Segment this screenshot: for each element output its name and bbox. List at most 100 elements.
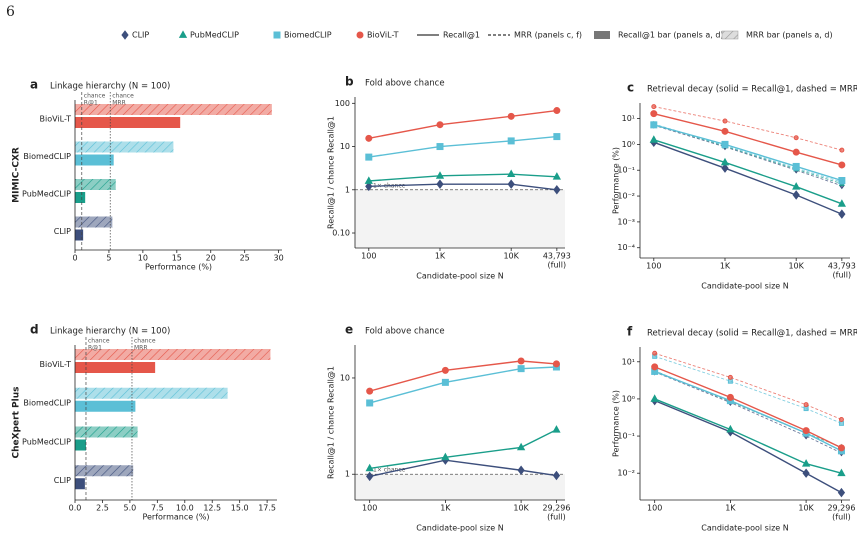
data-point bbox=[838, 209, 846, 219]
chance-label: 1× chance bbox=[373, 467, 406, 474]
x-tick-label: 2.5 bbox=[96, 504, 109, 513]
legend-label: CLIP bbox=[132, 31, 149, 40]
row-label: MIMIC-CXR bbox=[12, 147, 22, 203]
legend-marker bbox=[273, 31, 281, 39]
series-line bbox=[368, 173, 557, 182]
series-line bbox=[653, 112, 843, 166]
data-point bbox=[792, 162, 800, 170]
y-tick-label: 1 bbox=[345, 470, 350, 479]
mrr-bar-hatch bbox=[75, 387, 228, 399]
chance-label: chance bbox=[84, 93, 106, 100]
data-point bbox=[517, 357, 525, 365]
recall-bar bbox=[75, 478, 85, 490]
data-point bbox=[516, 442, 526, 451]
data-point bbox=[507, 137, 515, 145]
data-point bbox=[837, 468, 846, 477]
data-point bbox=[793, 135, 799, 141]
data-point bbox=[441, 378, 449, 386]
x-tick-label: 17.5 bbox=[258, 504, 276, 513]
recall-bar bbox=[75, 154, 114, 166]
recall-bar bbox=[75, 439, 86, 451]
data-point bbox=[517, 465, 525, 475]
y-tick-label: 10⁻⁴ bbox=[617, 243, 635, 252]
legend-hatch bbox=[722, 31, 738, 39]
x-tick-label: 30 bbox=[274, 254, 284, 263]
x-tick-label: 15.0 bbox=[231, 504, 249, 513]
below-chance-shade bbox=[355, 189, 565, 248]
data-point bbox=[507, 169, 516, 178]
series-line bbox=[368, 183, 557, 191]
x-tick-label: 100 bbox=[646, 262, 661, 271]
data-point bbox=[364, 176, 373, 184]
recall-bar bbox=[75, 229, 84, 241]
legend-patch bbox=[594, 31, 610, 39]
y-tick-label: 10⁻² bbox=[617, 469, 635, 478]
series-line bbox=[368, 109, 557, 140]
legend-label: BioViL-T bbox=[367, 31, 399, 40]
series-line bbox=[654, 355, 842, 424]
mrr-bar-hatch bbox=[75, 349, 271, 360]
data-point bbox=[552, 172, 561, 180]
data-point bbox=[650, 394, 659, 402]
chance-label: chance bbox=[134, 338, 156, 345]
panel-letter: b bbox=[345, 75, 354, 89]
data-point bbox=[792, 190, 800, 200]
legend-label: PubMedCLIP bbox=[190, 31, 239, 40]
panel-letter: f bbox=[627, 325, 633, 339]
data-point bbox=[802, 427, 810, 435]
data-point bbox=[552, 425, 561, 433]
data-point bbox=[650, 121, 658, 129]
legend-label: BiomedCLIP bbox=[284, 31, 332, 40]
x-tick-label: 10K bbox=[513, 504, 529, 513]
legend-label: MRR bar (panels a, d) bbox=[746, 31, 833, 40]
data-point bbox=[365, 153, 373, 161]
data-point bbox=[726, 424, 735, 433]
recall-bar bbox=[75, 192, 86, 203]
data-point bbox=[721, 140, 729, 148]
data-point bbox=[838, 161, 846, 169]
below-chance-shade bbox=[355, 474, 565, 500]
data-point bbox=[792, 182, 801, 190]
x-tick-label: 1K bbox=[435, 252, 446, 261]
y-tick-label: 10⁻¹ bbox=[617, 432, 635, 441]
chance-label: chance bbox=[88, 338, 110, 345]
x-tick-label: 100 bbox=[362, 504, 377, 513]
data-point bbox=[436, 179, 444, 189]
series-line bbox=[654, 366, 842, 449]
data-point bbox=[837, 487, 846, 498]
x-axis-label: Performance (%) bbox=[142, 513, 209, 522]
data-point bbox=[517, 365, 525, 373]
series-line bbox=[653, 124, 842, 187]
data-point bbox=[365, 463, 374, 472]
y-tick-label: PubMedCLIP bbox=[22, 437, 71, 446]
y-tick-label: 10⁰ bbox=[622, 394, 635, 403]
x-tick-label: 10 bbox=[138, 254, 148, 263]
x-tick-label: 5.0 bbox=[124, 504, 137, 513]
y-axis-label: Performance (%) bbox=[612, 390, 621, 457]
series-line bbox=[653, 141, 843, 215]
y-tick-label: BiomedCLIP bbox=[23, 399, 71, 408]
x-tick-label: 25 bbox=[240, 254, 250, 263]
data-point bbox=[803, 402, 809, 408]
series-line bbox=[369, 360, 557, 392]
data-point bbox=[720, 157, 730, 166]
x-tick-sublabel: (full) bbox=[548, 261, 567, 270]
data-point bbox=[366, 471, 374, 482]
y-tick-label: 10⁰ bbox=[622, 140, 635, 149]
x-tick-label: 7.5 bbox=[151, 504, 164, 513]
x-tick-label: 29,296 bbox=[542, 504, 570, 513]
x-tick-label: 15 bbox=[172, 254, 182, 263]
x-tick-label: 5 bbox=[106, 254, 111, 263]
data-point bbox=[721, 127, 729, 135]
chance-label: chance bbox=[112, 93, 134, 100]
data-point bbox=[652, 350, 658, 356]
series-line bbox=[653, 139, 843, 205]
data-point bbox=[838, 416, 844, 422]
data-point bbox=[650, 110, 658, 118]
chance-sublabel: R@1 bbox=[88, 345, 102, 352]
y-tick-label: 10⁻³ bbox=[617, 217, 635, 226]
x-tick-label: 43,793 bbox=[828, 262, 856, 271]
legend-marker bbox=[178, 30, 188, 38]
y-tick-label: 0.10 bbox=[332, 229, 350, 238]
series-line bbox=[369, 429, 557, 470]
